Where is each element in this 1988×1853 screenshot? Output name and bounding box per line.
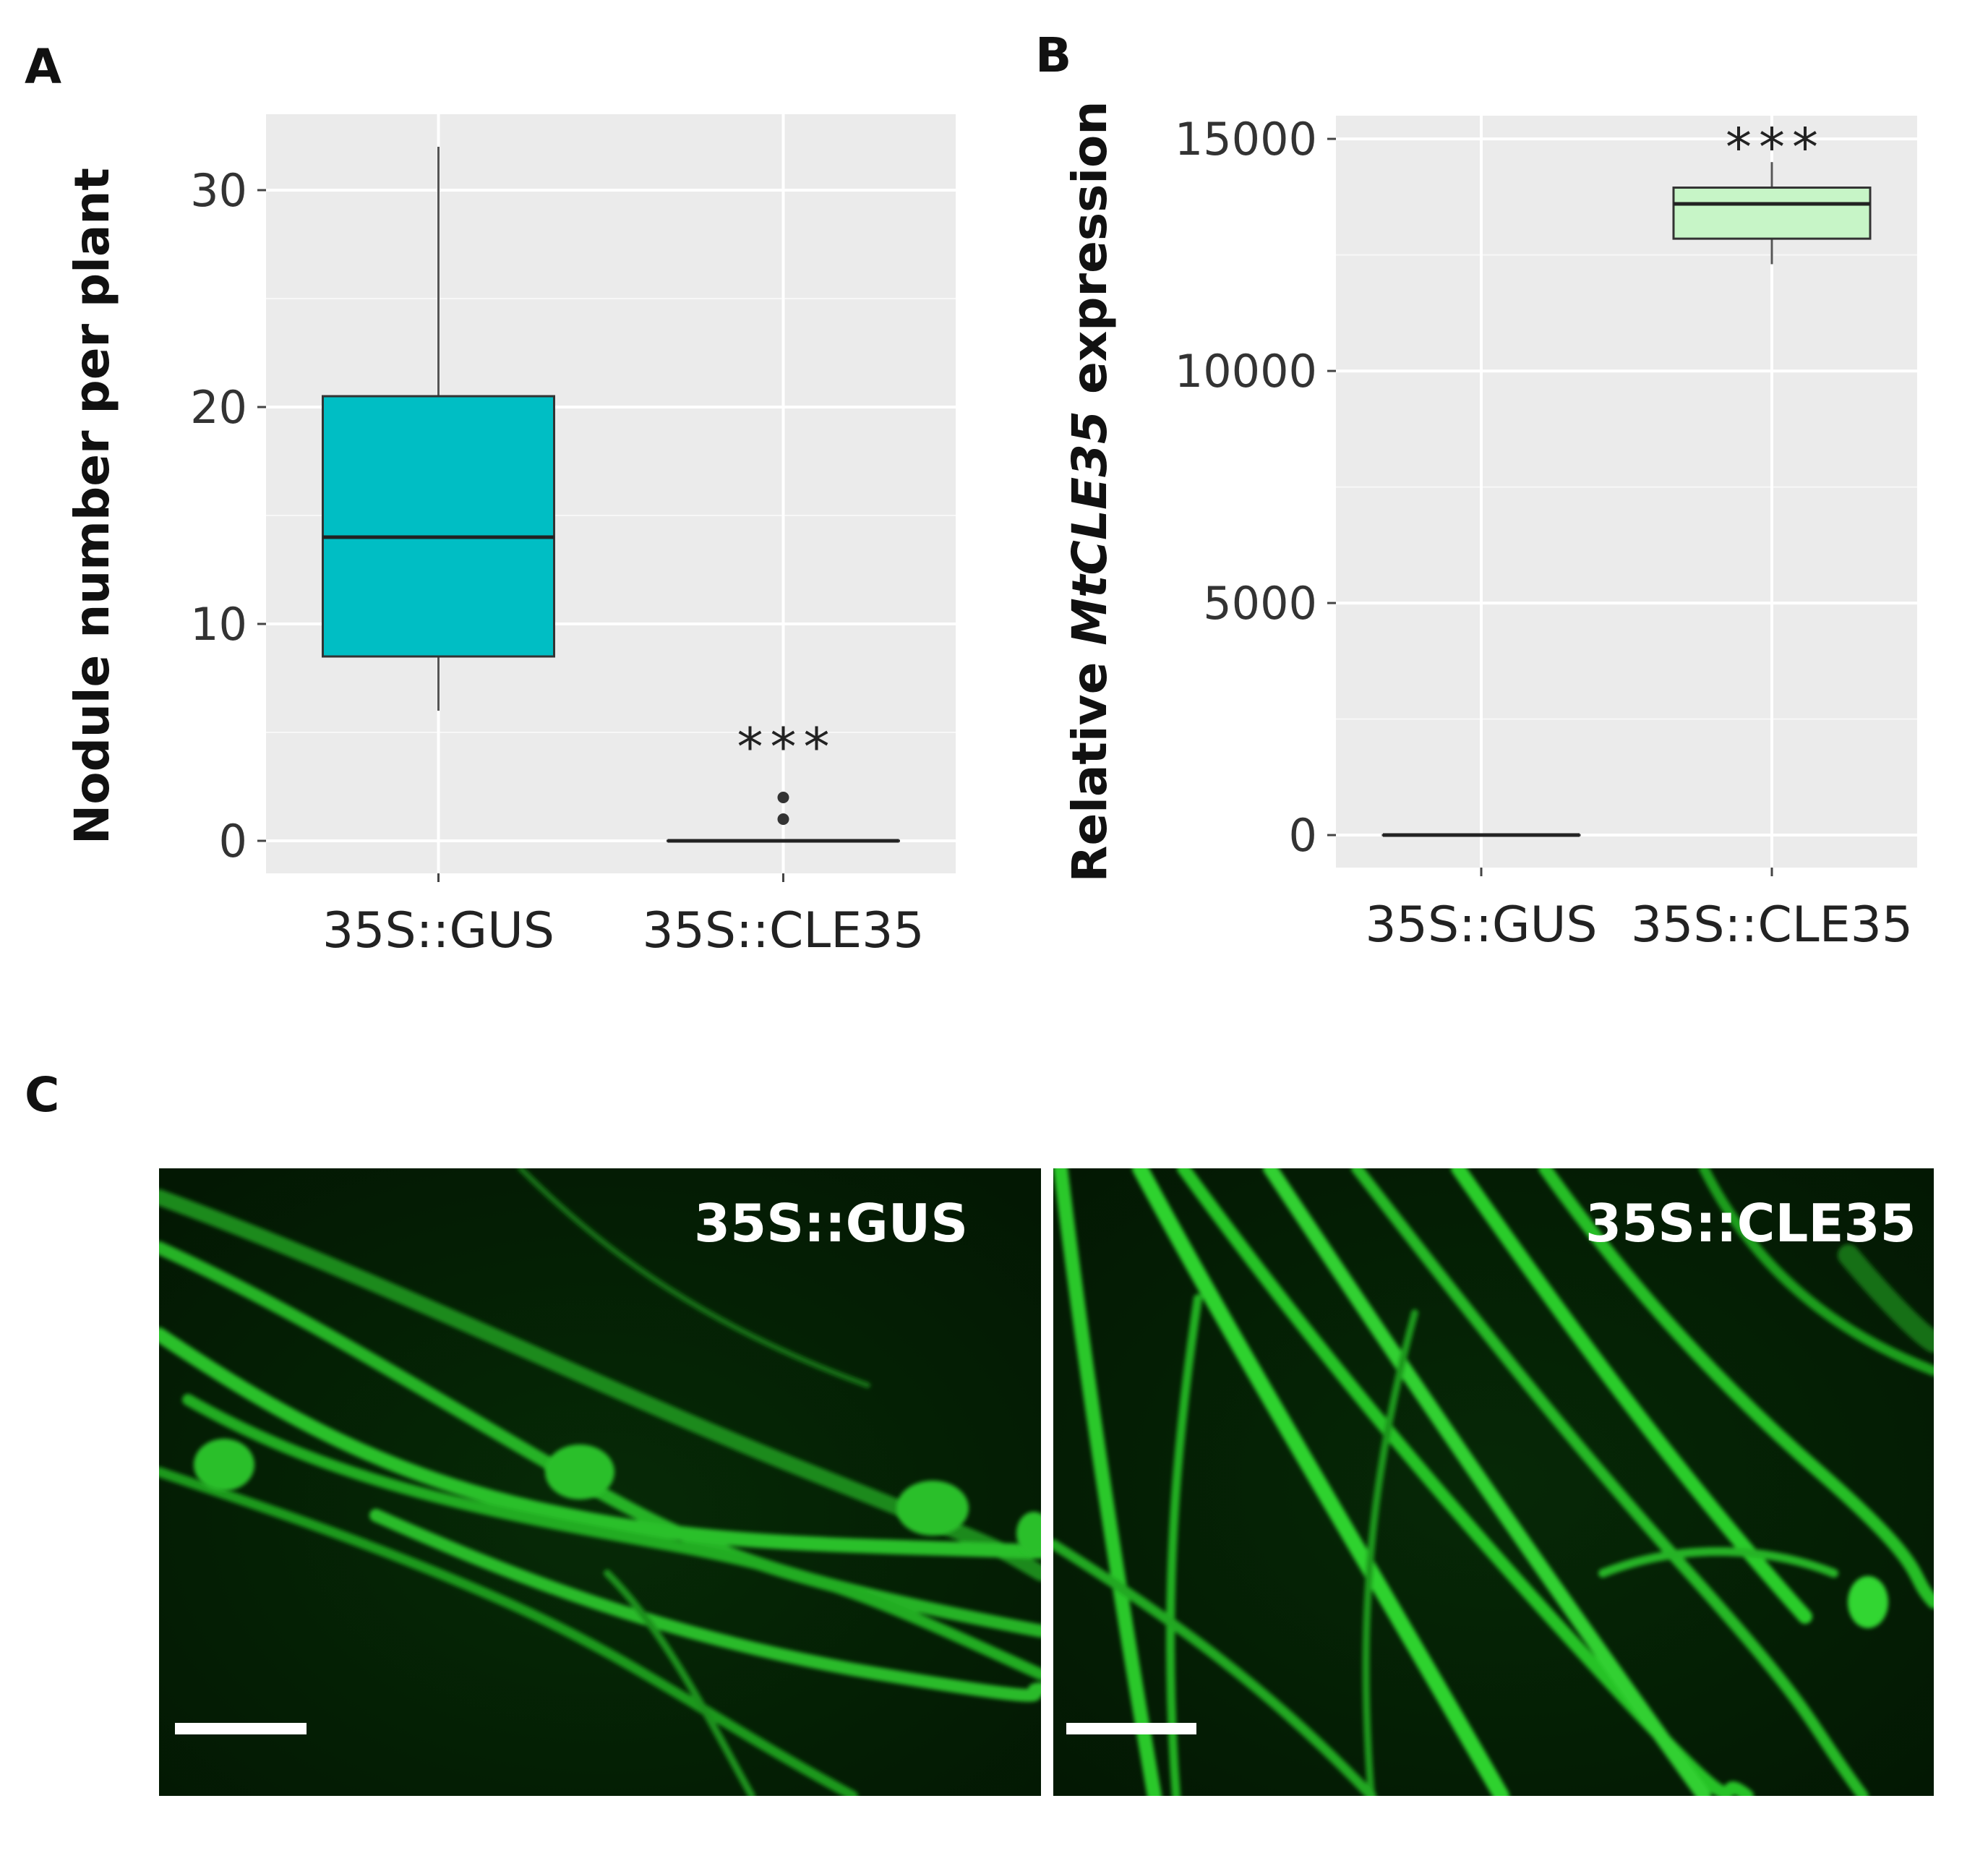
x-category-label: 35S::CLE35 — [642, 902, 924, 959]
y-axis-title-suffix: expression — [1062, 101, 1118, 411]
micrograph-label-gus: 35S::GUS — [694, 1193, 969, 1254]
y-tick-label: 5000 — [1203, 577, 1317, 630]
box-35S::CLE35 — [1672, 187, 1872, 240]
micrograph-cle35 — [1053, 1168, 1934, 1796]
significance-marker: *** — [1726, 117, 1825, 178]
micrograph-gus — [159, 1168, 1041, 1796]
y-axis-title: Relative MtCLE35 expression — [1062, 101, 1118, 883]
y-tick-label: 20 — [190, 381, 247, 434]
y-axis-title-gene: MtCLE35 — [1062, 411, 1118, 646]
y-tick-label: 15000 — [1175, 113, 1317, 166]
y-tick-label: 10 — [190, 598, 247, 651]
panel-letter-c: C — [25, 1067, 60, 1123]
y-tick-label: 0 — [1289, 809, 1317, 862]
outlier-point — [777, 792, 789, 803]
box-35S::GUS — [322, 395, 555, 658]
y-axis-title-prefix: Relative — [1062, 646, 1118, 883]
micrograph-label-cle35: 35S::CLE35 — [1585, 1193, 1916, 1254]
x-category-label: 35S::CLE35 — [1631, 896, 1913, 954]
panel-letter-a: A — [25, 39, 62, 95]
outlier-point — [777, 813, 789, 825]
x-category-label: 35S::GUS — [322, 902, 554, 959]
y-tick-label: 0 — [219, 815, 247, 868]
micrograph-divider — [1041, 1168, 1053, 1796]
panel-letter-b: B — [1035, 27, 1072, 83]
y-tick-label: 30 — [190, 164, 247, 217]
x-category-label: 35S::GUS — [1365, 896, 1597, 954]
y-tick-label: 10000 — [1175, 345, 1317, 398]
significance-marker: *** — [737, 716, 837, 777]
y-axis-title: Nodule number per plant — [64, 168, 120, 844]
plot-panel-b — [1336, 116, 1917, 868]
